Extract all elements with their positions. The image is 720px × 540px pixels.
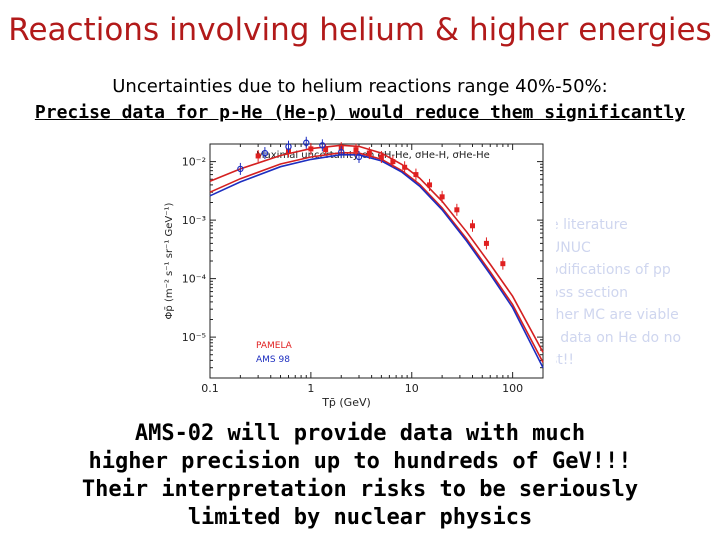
conclusion-line: Their interpretation risks to be serious… [81,477,639,502]
subtitle-precise-data: Precise data for p-He (He-p) would reduc… [34,102,686,123]
data-point-pamela [323,147,329,153]
data-point-pamela [378,154,384,160]
hidden-text-line: r data on He do no [550,329,682,346]
data-point-pamela [390,159,396,165]
plot-svg: 0.1 1 10 100 10⁻² 10⁻³ 10⁻⁴ 10⁻⁵ Tp̄ (GeV) Φp̄ (m… [164,136,544,409]
data-point-ams-98 [319,142,326,149]
data-point-pamela [454,207,460,213]
hidden-text-block: e literature UNUC odifications of pp oss… [550,214,720,372]
series-line-upper [209,144,544,353]
data-point-pamela [500,261,506,267]
legend-entry: AMS 98 [256,355,290,365]
chart-title: Maximal uncertainty on σH-He, σHe-H, σHe… [256,150,490,161]
antiproton-flux-plot: 0.1 1 10 100 10⁻² 10⁻³ 10⁻⁴ 10⁻⁵ Tp̄ (GeV) Φp̄ (m… [160,132,556,410]
hidden-text-line: odifications of pp [550,262,671,278]
data-point-ams-98 [237,165,244,173]
data-point-pamela [308,146,314,152]
subtitle-uncertainties: Uncertainties due to helium reactions ra… [112,76,608,97]
x-tick-label: 100 [502,382,523,395]
x-axis-label: Tp̄ (GeV) [321,396,371,409]
y-tick-label: 10⁻⁵ [182,331,206,344]
data-point-ams-98 [303,139,310,146]
x-tick-label: 10 [405,382,419,395]
data-point-ams-98 [261,149,269,157]
conclusion-line: higher precision up to hundreds of GeV!!… [88,449,632,474]
data-point-pamela [413,172,419,178]
data-point-pamela [469,223,475,229]
hidden-text-line: ther MC are viable [550,307,679,323]
hidden-text-line: e literature [550,217,628,233]
y-tick-label: 10⁻² [182,156,206,169]
conclusion-line: AMS-02 will provide data with much [134,421,586,446]
data-point-pamela [353,147,359,153]
hidden-text-line: oss section [550,284,629,301]
data-point-pamela [439,194,445,200]
conclusion-line: limited by nuclear physics [187,505,533,530]
x-tick-label: 1 [307,382,314,395]
hidden-text-line: st!! [550,352,575,368]
data-point-pamela [402,164,408,170]
x-tick-label: 0.1 [201,382,219,395]
legend-entry: PAMELA [256,341,293,351]
y-axis-label: Φp̄ (m⁻² s⁻¹ sr⁻¹ GeV⁻¹) [164,202,175,319]
hidden-text-line: UNUC [550,239,591,256]
y-tick-label: 10⁻³ [182,214,206,227]
data-point-pamela [483,240,489,246]
data-point-pamela [427,182,433,188]
data-point-ams-98 [285,143,292,150]
series-line-lower [209,151,544,363]
data-point-pamela [366,150,372,156]
y-tick-label: 10⁻⁴ [182,273,207,286]
data-point-ams-98 [355,153,363,161]
data-point-ams-98 [338,148,345,156]
conclusion-text: AMS-02 will provide data with much highe… [0,420,720,532]
data-point-pamela [255,153,261,159]
series-line-modulated [209,153,544,369]
slide-title: Reactions involving helium & higher ener… [8,12,712,48]
